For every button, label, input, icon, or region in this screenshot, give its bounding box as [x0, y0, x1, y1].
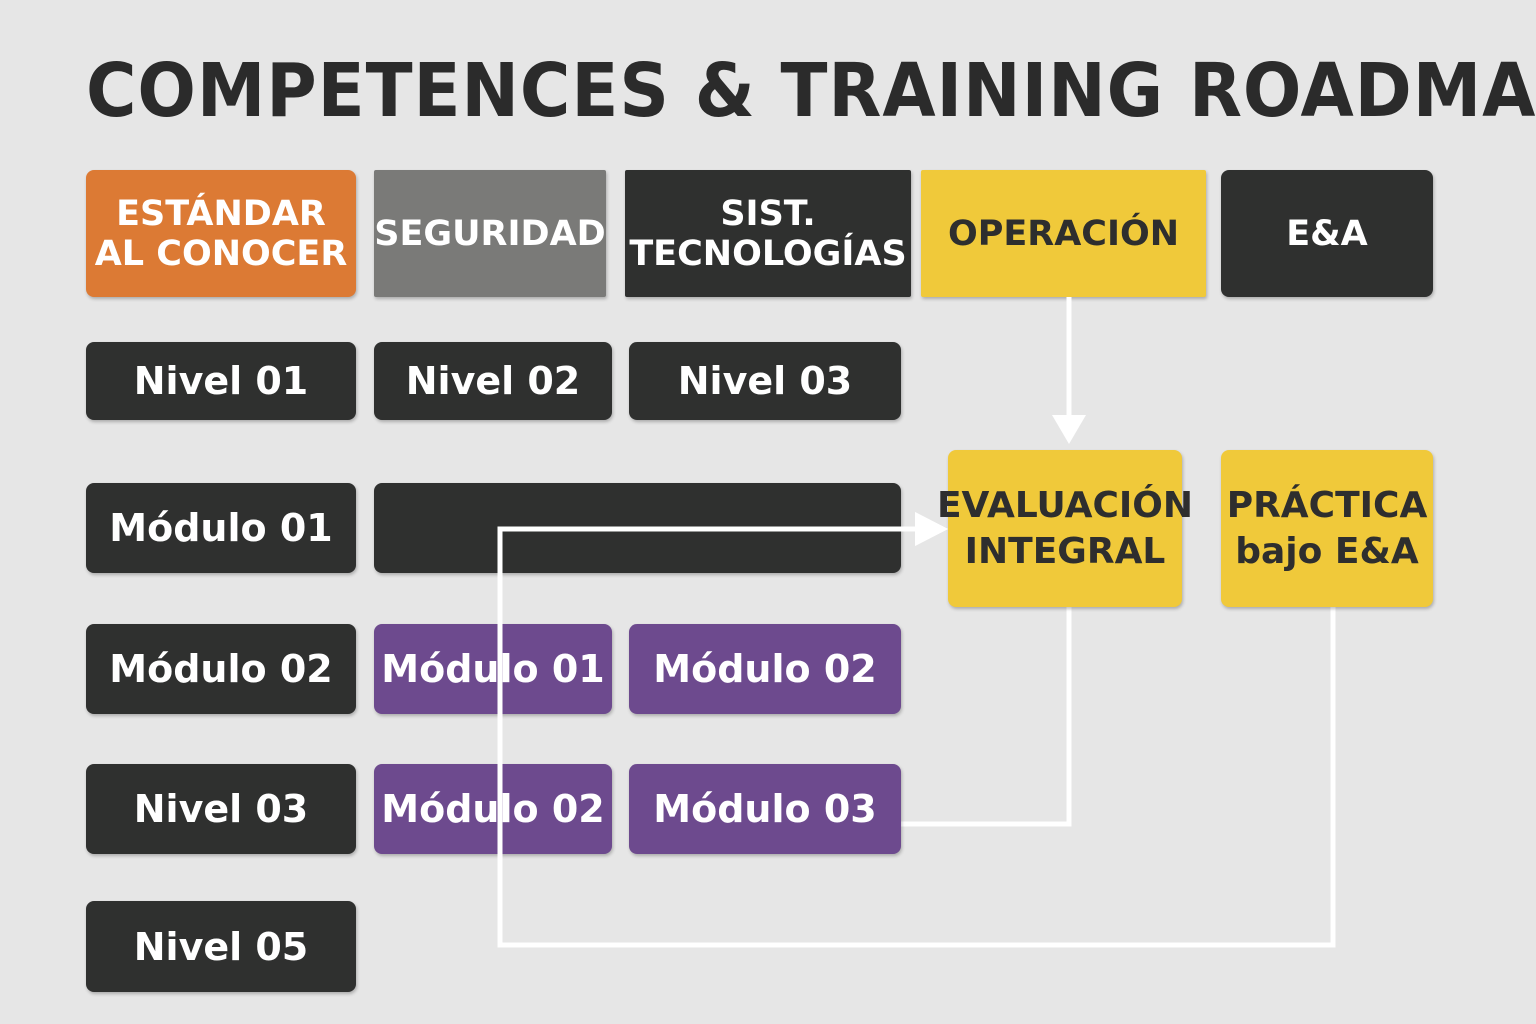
col1-modulo-02: Módulo 02 [86, 624, 356, 714]
col3-nivel-03: Nivel 03 [629, 342, 901, 420]
arrowhead-down [1052, 415, 1086, 444]
connector-modulo03-to-evaluacion [901, 607, 1072, 827]
col1-modulo-01: Módulo 01 [86, 483, 356, 573]
col2-modulo-01: Módulo 01 [374, 624, 612, 714]
header-sist-label: SIST. TECNOLOGÍAS [629, 193, 907, 274]
header-operacion: OPERACIÓN [921, 170, 1206, 297]
col3-modulo-02: Módulo 02 [629, 624, 901, 714]
header-ea-label: E&A [1286, 213, 1368, 254]
header-sist-tecnologias: SIST. TECNOLOGÍAS [625, 170, 911, 297]
col1-nivel-01: Nivel 01 [86, 342, 356, 420]
wide-blank-bar [374, 483, 901, 573]
col2-modulo-02: Módulo 02 [374, 764, 612, 854]
page-title: COMPETENCES & TRAINING ROADMAP [86, 48, 1536, 134]
connector-loop-to-evaluacion [497, 526, 1336, 948]
practica-bajo-ea: PRÁCTICA bajo E&A [1221, 450, 1433, 607]
header-estandar-label: ESTÁNDAR AL CONOCER [94, 193, 348, 274]
col1-nivel-03: Nivel 03 [86, 764, 356, 854]
col1-nivel-05: Nivel 05 [86, 901, 356, 992]
header-estandar: ESTÁNDAR AL CONOCER [86, 170, 356, 297]
evaluacion-integral: EVALUACIÓN INTEGRAL [937, 450, 1193, 607]
col3-modulo-03: Módulo 03 [629, 764, 901, 854]
header-operacion-label: OPERACIÓN [947, 213, 1180, 254]
header-ea: E&A [1221, 170, 1433, 297]
header-seguridad-label: SEGURIDAD [374, 213, 606, 254]
header-seguridad: SEGURIDAD [374, 170, 606, 297]
col2-nivel-02: Nivel 02 [374, 342, 612, 420]
